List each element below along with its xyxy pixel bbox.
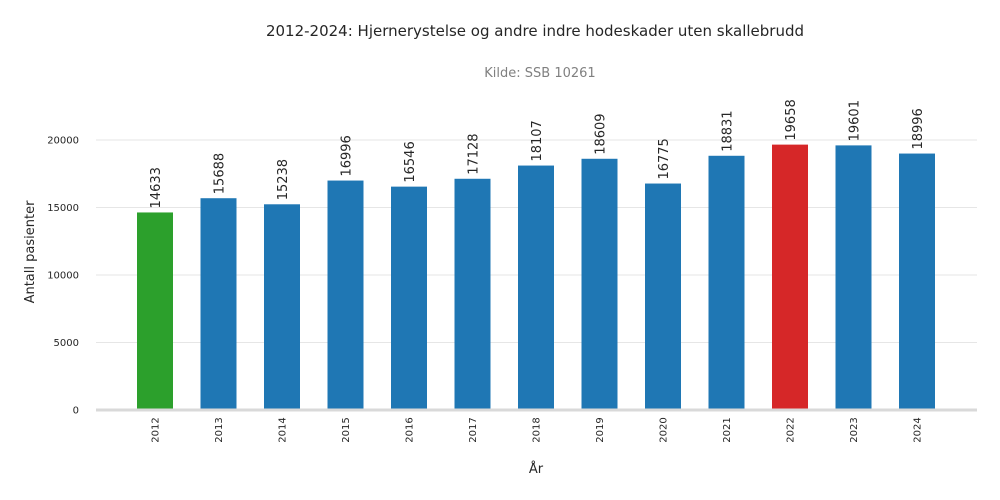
bar-value-label: 17128 bbox=[467, 133, 482, 174]
chart-subtitle: Kilde: SSB 10261 bbox=[484, 66, 595, 81]
bar bbox=[454, 178, 491, 410]
bar bbox=[518, 165, 554, 410]
bar bbox=[899, 153, 935, 410]
y-axis-label: Antall pasienter bbox=[23, 200, 38, 303]
x-tick-label: 2020 bbox=[659, 417, 670, 442]
y-tick-label: 20000 bbox=[47, 136, 79, 147]
x-tick-label: 2024 bbox=[913, 417, 924, 442]
x-tick-label: 2014 bbox=[278, 417, 289, 442]
bars bbox=[137, 144, 935, 410]
bar bbox=[835, 145, 872, 410]
bar bbox=[200, 198, 237, 410]
y-tick-label: 15000 bbox=[47, 203, 79, 214]
x-tick-label: 2016 bbox=[405, 417, 416, 442]
x-axis-ticks: 2012 2013 2014 2015 2016 2017 2018 2019 2020 2021… bbox=[151, 417, 924, 442]
x-tick-label: 2018 bbox=[532, 417, 543, 442]
data-labels: 14633 15688 15238 16996 16546 17128 18107 18609… bbox=[149, 99, 926, 208]
bar bbox=[264, 204, 300, 410]
bar-value-label: 18107 bbox=[530, 120, 545, 161]
y-tick-label: 10000 bbox=[47, 271, 79, 282]
bar bbox=[581, 158, 618, 410]
bar bbox=[327, 180, 364, 410]
bar bbox=[708, 155, 745, 410]
x-tick-label: 2015 bbox=[341, 417, 352, 442]
x-tick-label: 2012 bbox=[151, 417, 162, 442]
bar-value-label: 16775 bbox=[657, 138, 672, 179]
x-tick-label: 2021 bbox=[722, 417, 733, 442]
bar-value-label: 16996 bbox=[340, 135, 355, 176]
bar-value-label: 15688 bbox=[213, 153, 228, 194]
y-axis-ticks: 0 5000 10000 15000 20000 bbox=[47, 136, 79, 417]
bar-value-label: 18831 bbox=[721, 110, 736, 151]
bar-value-label: 15238 bbox=[276, 159, 291, 200]
bar bbox=[645, 183, 681, 410]
bar bbox=[391, 186, 427, 410]
bar-value-label: 18996 bbox=[911, 108, 926, 149]
bar-value-label: 19658 bbox=[784, 99, 799, 140]
bar-value-label: 16546 bbox=[403, 141, 418, 182]
chart-title: 2012-2024: Hjernerystelse og andre indre… bbox=[266, 22, 804, 40]
bar-value-label: 19601 bbox=[848, 100, 863, 141]
x-tick-label: 2022 bbox=[786, 417, 797, 442]
bar bbox=[772, 144, 808, 410]
x-tick-label: 2017 bbox=[468, 417, 479, 442]
bar-value-label: 14633 bbox=[149, 167, 164, 208]
x-tick-label: 2023 bbox=[849, 417, 860, 442]
x-tick-label: 2013 bbox=[214, 417, 225, 442]
bar bbox=[137, 212, 173, 410]
bar-value-label: 18609 bbox=[594, 113, 609, 154]
x-axis-label: År bbox=[529, 461, 544, 477]
y-tick-label: 0 bbox=[73, 406, 79, 417]
y-tick-label: 5000 bbox=[54, 338, 79, 349]
x-tick-label: 2019 bbox=[595, 417, 606, 442]
